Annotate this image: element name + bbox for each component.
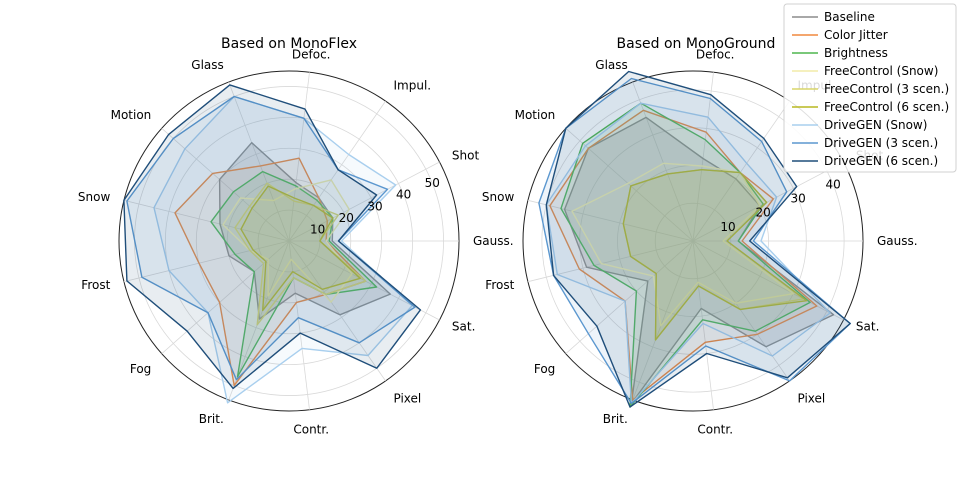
grid-spoke	[161, 127, 290, 242]
series-polygon	[222, 179, 353, 303]
grid-spoke	[692, 240, 714, 410]
grid-spoke	[288, 161, 440, 242]
category-label: Impul.	[394, 79, 432, 93]
radial-tick-label: 20	[755, 206, 770, 220]
category-label: Sat.	[452, 320, 476, 334]
category-label: Brit.	[199, 412, 224, 426]
series-polygon	[174, 157, 367, 387]
category-label: Fog	[534, 362, 555, 376]
legend-item: Baseline	[792, 10, 875, 24]
series-polygon	[545, 102, 831, 405]
grid-spoke	[527, 240, 694, 283]
radial-tick-label: 10	[720, 220, 735, 234]
radial-tick-label: 40	[825, 177, 840, 191]
legend-item: Color Jitter	[792, 28, 888, 42]
legend-label: Baseline	[824, 10, 875, 24]
grid-spoke	[228, 81, 290, 242]
grid-spoke	[692, 100, 790, 242]
category-label: Contr.	[293, 423, 329, 437]
category-label: Defoc.	[696, 47, 735, 61]
category-label: Brit.	[603, 412, 628, 426]
category-label: Glass	[595, 58, 628, 72]
legend-item: DriveGEN (Snow)	[792, 118, 927, 132]
grid-spoke	[692, 240, 844, 321]
legend-item: DriveGEN (6 scen.)	[792, 154, 938, 168]
grid-spoke	[288, 240, 310, 410]
category-label: Motion	[515, 108, 556, 122]
grid-spoke	[288, 100, 386, 242]
category-label: Contr.	[697, 423, 733, 437]
radial-tick-label: 20	[339, 211, 354, 225]
category-label: Sat.	[856, 320, 880, 334]
legend-label: DriveGEN (6 scen.)	[824, 154, 938, 168]
category-label: Gauss.	[473, 234, 514, 248]
grid-spoke	[123, 240, 290, 283]
grid-spoke	[632, 81, 694, 242]
category-label: Pixel	[798, 391, 826, 405]
legend-item: Brightness	[792, 46, 888, 60]
category-label: Gauss.	[877, 234, 918, 248]
category-label: Glass	[191, 58, 224, 72]
radial-tick-label: 10	[310, 222, 325, 236]
radial-tick-label: 30	[367, 199, 382, 213]
grid-spoke	[632, 240, 694, 401]
series-polygon	[560, 102, 811, 408]
legend-item: FreeControl (Snow)	[792, 64, 938, 78]
legend-label: FreeControl (3 scen.)	[824, 82, 949, 96]
radial-tick-label: 30	[790, 192, 805, 206]
legend-item: FreeControl (6 scen.)	[792, 100, 949, 114]
series-polygon	[545, 70, 851, 408]
category-label: Frost	[485, 278, 514, 292]
series-polygon	[123, 84, 422, 390]
category-label: Snow	[78, 190, 111, 204]
chart-title: Based on MonoGround	[617, 36, 776, 52]
legend-label: DriveGEN (3 scen.)	[824, 136, 938, 150]
legend-item: DriveGEN (3 scen.)	[792, 136, 938, 150]
category-label: Snow	[482, 190, 515, 204]
series-polygon	[126, 95, 416, 381]
grid-spoke	[565, 240, 694, 355]
grid-spoke	[692, 240, 790, 382]
legend-label: Brightness	[824, 46, 888, 60]
series-polygon	[622, 168, 808, 341]
radar-chart-monoflex: Based on MonoFlex 10 20 30 40 50 Gauss. Shot Im…	[78, 36, 514, 437]
category-label: Shot	[452, 149, 480, 163]
legend-label: FreeControl (6 scen.)	[824, 100, 949, 114]
series-polygon	[538, 77, 851, 405]
legend-label: Color Jitter	[824, 28, 888, 42]
radial-tick-label: 40	[396, 188, 411, 202]
grid-spoke	[692, 161, 844, 242]
radial-tick-label: 50	[425, 176, 440, 190]
grid-spoke	[565, 127, 694, 242]
legend-label: DriveGEN (Snow)	[824, 118, 927, 132]
grid-spoke	[288, 240, 386, 382]
category-label: Frost	[81, 278, 110, 292]
chart-title: Based on MonoFlex	[221, 36, 357, 52]
grid-spoke	[123, 199, 290, 242]
category-label: Defoc.	[292, 47, 331, 61]
legend-item: FreeControl (3 scen.)	[792, 82, 949, 96]
grid-spoke	[692, 72, 714, 242]
category-label: Motion	[111, 108, 152, 122]
legend: Baseline Color Jitter Brightness FreeContro…	[783, 3, 957, 173]
category-label: Pixel	[394, 391, 422, 405]
legend-label: FreeControl (Snow)	[824, 64, 938, 78]
grid-spoke	[288, 72, 310, 242]
series-polygon	[563, 116, 835, 405]
series-polygon	[240, 185, 361, 312]
category-label: Fog	[130, 362, 151, 376]
radar-chart-monoground: Based on MonoGround 10203040Gauss.ShotIm…	[482, 36, 918, 437]
legend-frame	[783, 3, 957, 173]
grid-spoke	[527, 199, 694, 242]
